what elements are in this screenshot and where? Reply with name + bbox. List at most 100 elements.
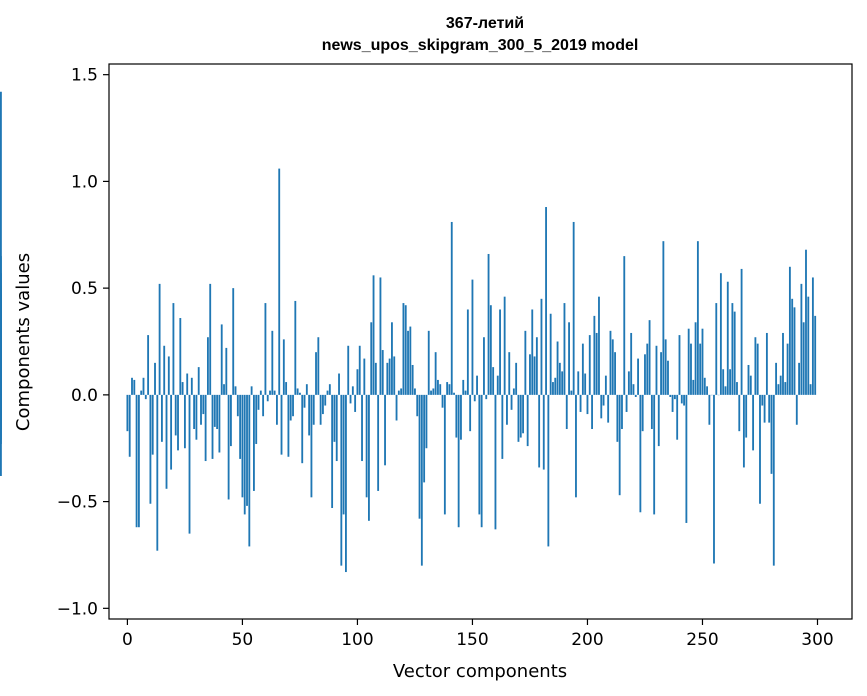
bar-158 <box>489 305 492 395</box>
bar-281 <box>772 394 775 566</box>
bar-171 <box>519 394 522 438</box>
y-tick-label-1: −0.5 <box>57 493 98 513</box>
bar-130 <box>425 394 428 449</box>
bar-274 <box>756 343 759 395</box>
bar-267 <box>740 268 743 395</box>
bar-232 <box>660 352 662 395</box>
bar-70 <box>287 394 290 457</box>
bar-50 <box>241 394 244 498</box>
bar-164 <box>503 296 506 395</box>
bar-276 <box>761 394 764 406</box>
bar-258 <box>719 273 722 395</box>
bar-undefined <box>0 394 2 476</box>
bar-277 <box>763 394 766 423</box>
bar-187 <box>556 341 559 395</box>
bar-282 <box>775 362 778 395</box>
bar-142 <box>453 392 455 395</box>
bar-35 <box>206 337 209 395</box>
bar-217 <box>625 394 628 412</box>
bar-46 <box>232 288 235 395</box>
bar-91 <box>335 394 338 462</box>
bar-248 <box>696 241 699 395</box>
bar-256 <box>715 303 718 395</box>
bar-219 <box>630 332 633 395</box>
bar-224 <box>641 394 644 432</box>
bar-89 <box>331 394 334 508</box>
bar-86 <box>324 394 327 406</box>
bar-72 <box>292 394 294 417</box>
bar-19 <box>170 394 173 470</box>
x-tick-label-50: 50 <box>232 630 254 650</box>
bar-73 <box>294 300 297 395</box>
bar-184 <box>549 313 552 395</box>
bar-214 <box>618 394 621 496</box>
bar-193 <box>570 390 573 395</box>
bar-117 <box>395 394 398 421</box>
plot-area-frame <box>108 63 853 620</box>
bar-251 <box>703 377 706 395</box>
bar-134 <box>434 352 437 395</box>
bar-161 <box>496 375 499 395</box>
bar-169 <box>515 362 518 395</box>
bar-170 <box>517 394 520 442</box>
bar-119 <box>400 388 403 395</box>
bar-223 <box>639 394 642 513</box>
chart-title-line1: 367-летий <box>446 15 524 32</box>
bar-229 <box>653 394 656 515</box>
bar-59 <box>262 394 265 417</box>
bar-234 <box>664 339 667 395</box>
bar-144 <box>457 394 460 528</box>
bar-13 <box>156 394 159 551</box>
bar-139 <box>446 382 449 395</box>
x-tick-label-300: 300 <box>801 630 833 650</box>
bar-0 <box>126 394 129 432</box>
bar-194 <box>572 221 575 395</box>
bar-185 <box>552 382 554 395</box>
bar-137 <box>441 394 444 408</box>
bar-63 <box>271 330 274 395</box>
bar-69 <box>285 382 288 395</box>
bar-140 <box>448 384 451 395</box>
bar-24 <box>181 382 184 395</box>
bar-71 <box>289 394 292 421</box>
bar-96 <box>347 345 350 395</box>
x-tick-label-0: 0 <box>122 630 133 650</box>
bar-218 <box>627 371 630 395</box>
bar-78 <box>305 384 308 395</box>
bar-167 <box>510 394 513 410</box>
bar-294 <box>802 322 805 395</box>
bar-97 <box>349 394 352 404</box>
bar-201 <box>588 335 591 395</box>
bar-81 <box>312 394 315 425</box>
bar-135 <box>437 379 439 395</box>
bar-196 <box>577 371 580 395</box>
bar-85 <box>322 394 324 415</box>
x-tick-label-250: 250 <box>686 630 718 650</box>
bar-249 <box>699 343 702 395</box>
bar-189 <box>561 371 564 395</box>
bar-231 <box>657 394 660 447</box>
bar-36 <box>209 283 212 395</box>
bar-99 <box>354 394 357 412</box>
bar-109 <box>377 394 380 491</box>
bar-18 <box>167 356 170 395</box>
bar-205 <box>598 296 600 395</box>
bar-20 <box>172 303 175 395</box>
bar-209 <box>607 394 610 423</box>
bar-112 <box>384 394 386 466</box>
bar-147 <box>464 390 467 395</box>
bar-1 <box>128 394 131 457</box>
bar-29 <box>193 394 196 430</box>
bar-259 <box>722 369 725 395</box>
bar-126 <box>416 394 419 417</box>
bar-108 <box>374 362 377 395</box>
bar-280 <box>770 394 773 474</box>
bar-41 <box>220 324 223 395</box>
bar-163 <box>501 394 504 459</box>
bar-120 <box>402 303 405 395</box>
bar-94 <box>342 394 345 515</box>
bar-236 <box>669 394 672 397</box>
bar-153 <box>478 394 481 515</box>
bar-149 <box>469 394 472 432</box>
